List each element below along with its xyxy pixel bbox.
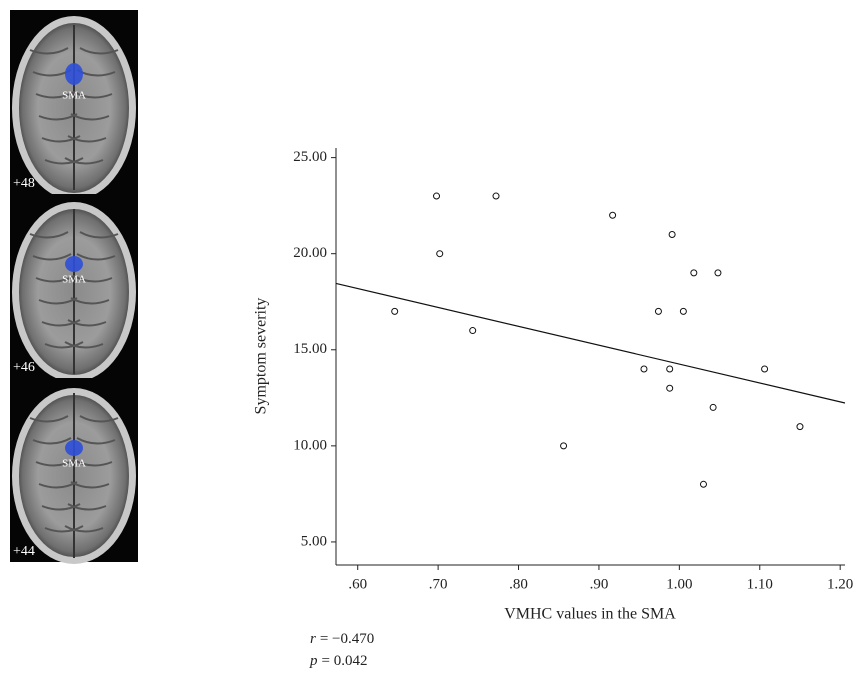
stat-value: = −0.470	[320, 631, 374, 647]
x-tick-label: 1.10	[747, 576, 773, 592]
slice-label: +48	[13, 176, 35, 191]
point	[470, 328, 476, 334]
region-label: SMA	[62, 274, 86, 286]
x-tick-label: .90	[590, 576, 609, 592]
slice-label: +44	[13, 544, 35, 559]
brain-slice: SMA +44	[10, 378, 138, 564]
point	[655, 308, 661, 314]
x-tick-label: 1.00	[666, 576, 692, 592]
point	[680, 308, 686, 314]
point	[434, 193, 440, 199]
region-label: SMA	[62, 458, 86, 470]
regression-line	[336, 283, 845, 403]
x-tick-label: .70	[429, 576, 448, 592]
point	[610, 212, 616, 218]
point	[437, 251, 443, 257]
stat-symbol: p	[309, 653, 318, 669]
y-tick-label: 25.00	[293, 149, 327, 165]
x-tick-label: 1.20	[827, 576, 853, 592]
point	[715, 270, 721, 276]
slice-label: +46	[13, 360, 35, 375]
brain-slices: SMA +48 SMA +46 SMA +44	[10, 10, 138, 564]
activation	[65, 440, 83, 456]
point	[762, 366, 768, 372]
brain-slice: SMA +48	[10, 10, 138, 200]
x-axis-label: VMHC values in the SMA	[504, 606, 676, 623]
brain-slice: SMA +46	[10, 194, 138, 382]
point	[797, 424, 803, 430]
y-tick-label: 20.00	[293, 245, 327, 261]
figure: SMA +48 SMA +46 SMA +44 Symptom severity VMHC…	[0, 0, 865, 682]
y-axis-label: Symptom severity	[253, 298, 270, 415]
x-tick-label: .80	[509, 576, 528, 592]
y-tick-label: 10.00	[293, 437, 327, 453]
point	[667, 385, 673, 391]
activation	[65, 256, 83, 272]
point	[691, 270, 697, 276]
point	[700, 481, 706, 487]
stat-value: = 0.042	[322, 653, 368, 669]
point	[561, 443, 567, 449]
point	[669, 231, 675, 237]
activation	[65, 63, 83, 85]
point	[667, 366, 673, 372]
point	[392, 308, 398, 314]
stat-annotation: p= 0.042	[309, 653, 367, 669]
point	[493, 193, 499, 199]
point	[641, 366, 647, 372]
region-label: SMA	[62, 90, 86, 102]
y-tick-label: 15.00	[293, 341, 327, 357]
stat-annotation: r= −0.470	[310, 631, 374, 647]
x-tick-label: .60	[348, 576, 367, 592]
point	[710, 404, 716, 410]
y-tick-label: 5.00	[301, 533, 327, 549]
stat-symbol: r	[310, 631, 316, 647]
